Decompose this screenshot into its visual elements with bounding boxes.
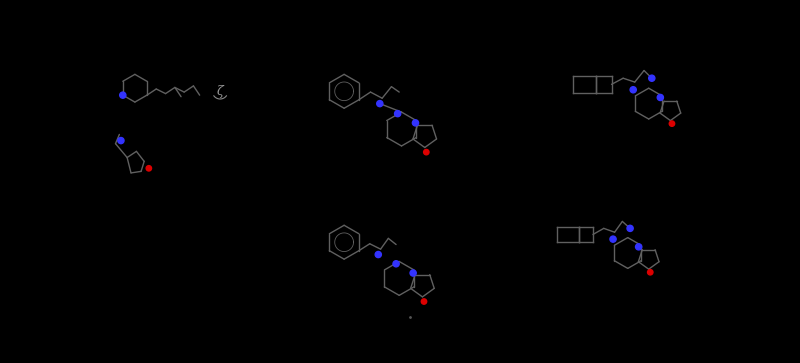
- Circle shape: [412, 120, 418, 126]
- Circle shape: [393, 261, 399, 267]
- Circle shape: [410, 270, 416, 276]
- Text: ζ: ζ: [217, 85, 223, 98]
- Circle shape: [422, 299, 426, 304]
- Circle shape: [120, 92, 126, 98]
- Circle shape: [394, 111, 401, 117]
- Circle shape: [647, 270, 653, 275]
- Circle shape: [627, 225, 634, 232]
- Circle shape: [610, 236, 616, 242]
- Circle shape: [649, 75, 655, 81]
- Circle shape: [635, 244, 642, 250]
- Circle shape: [424, 150, 429, 155]
- Circle shape: [377, 101, 383, 107]
- Circle shape: [118, 138, 124, 144]
- Circle shape: [670, 121, 674, 126]
- Circle shape: [146, 166, 151, 171]
- Circle shape: [658, 94, 663, 101]
- Circle shape: [630, 87, 636, 93]
- Circle shape: [375, 252, 382, 258]
